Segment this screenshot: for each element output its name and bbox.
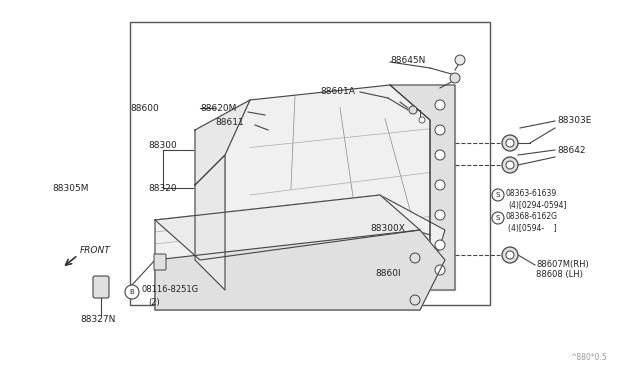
Text: 88645N: 88645N: [390, 55, 426, 64]
Circle shape: [492, 189, 504, 201]
Text: 88608 (LH): 88608 (LH): [536, 270, 583, 279]
Circle shape: [455, 55, 465, 65]
Text: S: S: [496, 215, 500, 221]
Circle shape: [435, 240, 445, 250]
Polygon shape: [390, 85, 455, 290]
Text: 88607M(RH): 88607M(RH): [536, 260, 589, 269]
Text: 08116-8251G: 08116-8251G: [141, 285, 198, 295]
Circle shape: [502, 247, 518, 263]
Circle shape: [419, 117, 425, 123]
Circle shape: [409, 106, 417, 114]
FancyBboxPatch shape: [93, 276, 109, 298]
Text: 88620M: 88620M: [200, 103, 236, 112]
Text: (4)[0294-0594]: (4)[0294-0594]: [508, 201, 566, 209]
Text: S: S: [496, 192, 500, 198]
Circle shape: [502, 135, 518, 151]
Circle shape: [506, 161, 514, 169]
Circle shape: [450, 73, 460, 83]
Circle shape: [435, 125, 445, 135]
Circle shape: [410, 295, 420, 305]
Polygon shape: [155, 195, 445, 310]
Text: 88601A: 88601A: [320, 87, 355, 96]
Text: 88300: 88300: [148, 141, 177, 150]
Bar: [130, 22, 490, 305]
Polygon shape: [155, 195, 420, 260]
Text: B: B: [130, 289, 134, 295]
Text: 88611: 88611: [215, 118, 244, 126]
Circle shape: [435, 265, 445, 275]
Text: 88320: 88320: [148, 183, 177, 192]
Text: 88305M: 88305M: [52, 183, 88, 192]
Circle shape: [435, 210, 445, 220]
Text: 08368-6162G: 08368-6162G: [506, 212, 558, 221]
Text: (2): (2): [148, 298, 160, 307]
Polygon shape: [225, 85, 430, 290]
Polygon shape: [195, 155, 225, 290]
Circle shape: [125, 285, 139, 299]
Text: 88642: 88642: [557, 145, 586, 154]
Text: 88600: 88600: [130, 103, 159, 112]
FancyBboxPatch shape: [154, 254, 166, 270]
Text: 08363-61639: 08363-61639: [506, 189, 557, 198]
Circle shape: [506, 251, 514, 259]
Text: (4)[0594-    ]: (4)[0594- ]: [508, 224, 557, 232]
Circle shape: [506, 139, 514, 147]
Text: FRONT: FRONT: [80, 246, 111, 254]
Circle shape: [435, 180, 445, 190]
Polygon shape: [195, 100, 250, 185]
Text: 88327N: 88327N: [80, 315, 115, 324]
Circle shape: [410, 253, 420, 263]
Text: ^880*0.5: ^880*0.5: [570, 353, 607, 362]
Circle shape: [492, 212, 504, 224]
Polygon shape: [155, 230, 445, 310]
Text: 88303E: 88303E: [557, 115, 591, 125]
Text: 88300X: 88300X: [370, 224, 405, 232]
Circle shape: [502, 157, 518, 173]
Circle shape: [435, 100, 445, 110]
Circle shape: [435, 150, 445, 160]
Text: 8860I: 8860I: [375, 269, 401, 278]
